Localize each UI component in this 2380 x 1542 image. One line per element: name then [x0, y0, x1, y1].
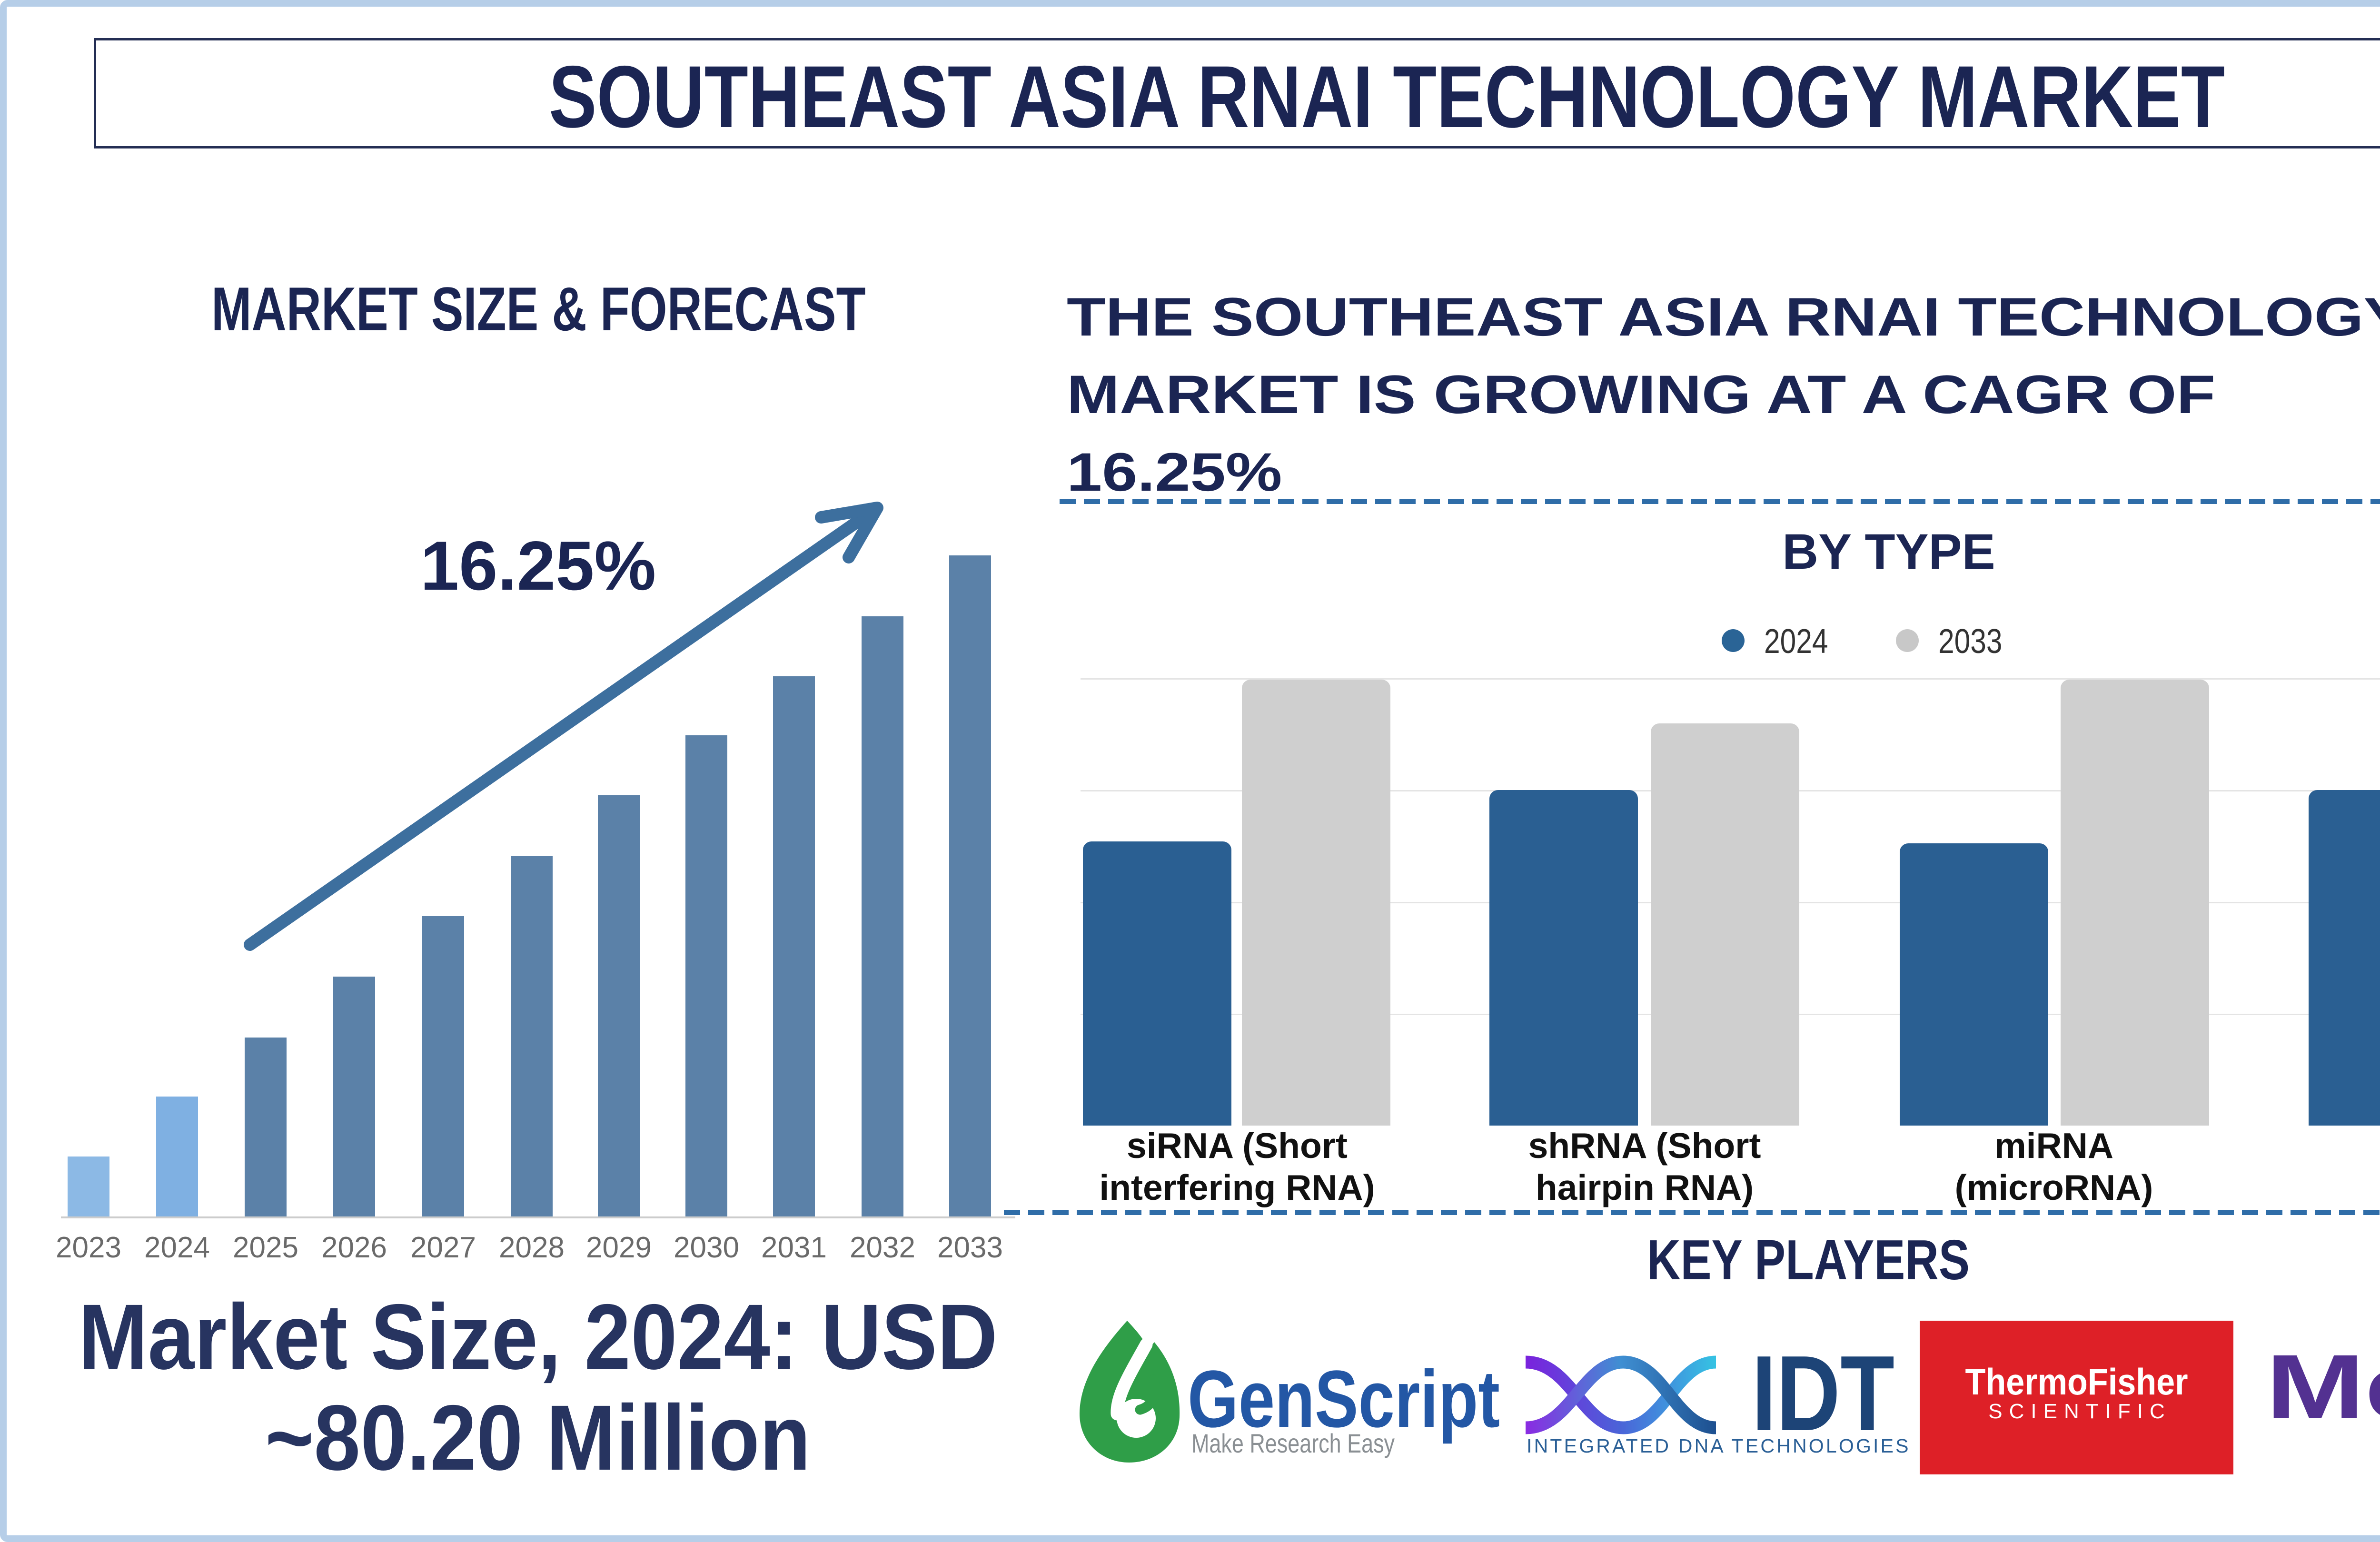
svg-text:IDT: IDT — [1752, 1333, 1894, 1453]
svg-text:GenScript: GenScript — [1188, 1354, 1500, 1444]
svg-text:INTEGRATED DNA TECHNOLOGIES: INTEGRATED DNA TECHNOLOGIES — [1527, 1435, 1909, 1457]
svg-text:Make Research Easy: Make Research Easy — [1191, 1428, 1395, 1458]
